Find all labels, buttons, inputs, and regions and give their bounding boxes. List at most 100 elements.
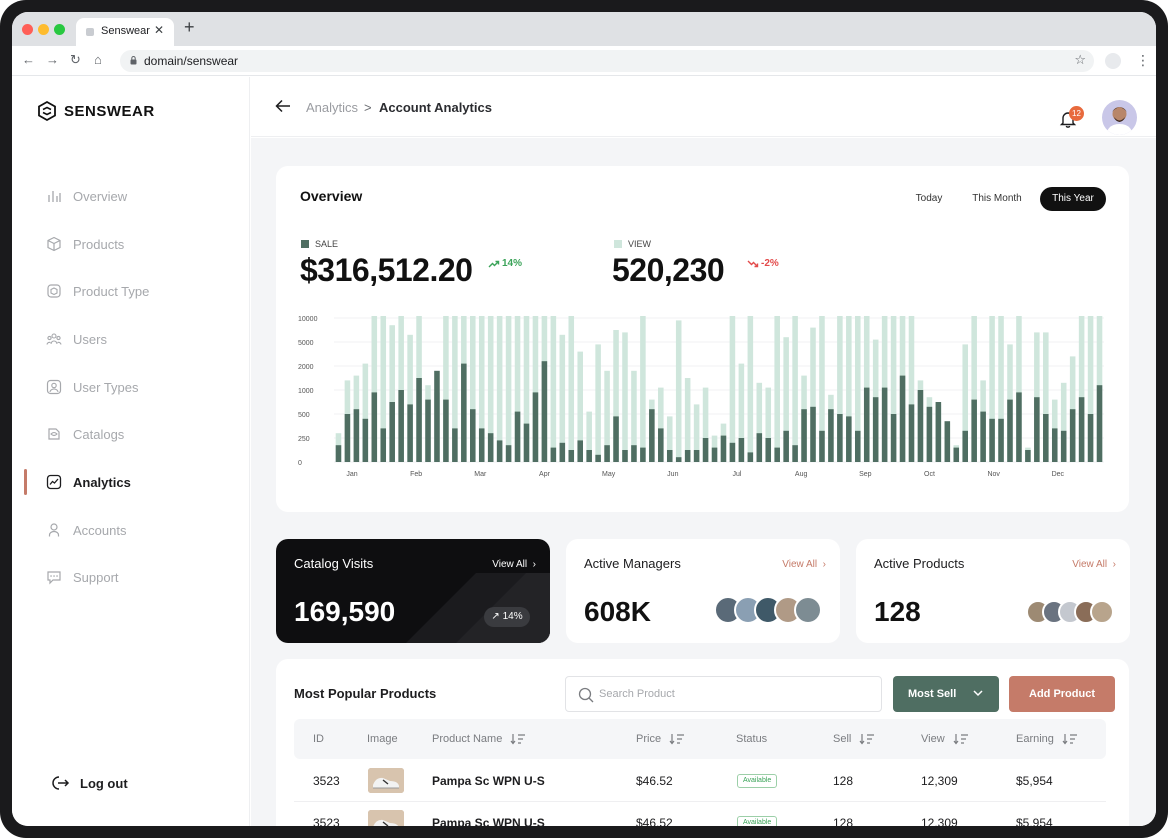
managers-view-all-link[interactable]: View All › bbox=[782, 559, 826, 570]
bar-sale[interactable] bbox=[855, 430, 861, 462]
products-thumb-stack[interactable] bbox=[1026, 600, 1114, 624]
bookmark-star-icon[interactable]: ☆ bbox=[1074, 52, 1086, 67]
bar-sale[interactable] bbox=[702, 438, 709, 462]
bar-view[interactable] bbox=[675, 320, 682, 462]
bar-sale[interactable] bbox=[962, 430, 968, 462]
bar-sale[interactable] bbox=[971, 399, 977, 462]
bar-view[interactable] bbox=[380, 316, 387, 462]
bar-sale[interactable] bbox=[335, 445, 342, 462]
bar-view[interactable] bbox=[837, 316, 843, 462]
bar-sale[interactable] bbox=[353, 409, 360, 462]
bar-view[interactable] bbox=[371, 316, 378, 462]
sidebar-item-analytics[interactable]: Analytics bbox=[46, 470, 131, 494]
bar-sale[interactable] bbox=[846, 416, 852, 462]
breadcrumb-analytics[interactable]: Analytics bbox=[306, 100, 359, 115]
bar-sale[interactable] bbox=[1078, 397, 1085, 462]
bar-view[interactable] bbox=[810, 327, 816, 462]
bar-sale[interactable] bbox=[461, 363, 467, 462]
bar-view[interactable] bbox=[765, 387, 772, 462]
bar-view[interactable] bbox=[989, 316, 995, 462]
bar-sale[interactable] bbox=[926, 406, 933, 462]
sidebar-item-accounts[interactable]: Accounts bbox=[46, 518, 126, 542]
range-today-button[interactable]: Today bbox=[915, 193, 943, 204]
home-icon[interactable]: ⌂ bbox=[94, 52, 102, 67]
col-price[interactable]: Price bbox=[636, 733, 685, 745]
tab-close-icon[interactable]: ✕ bbox=[154, 23, 165, 37]
cell-product-name[interactable]: Pampa Sc WPN U-S bbox=[432, 774, 545, 788]
bar-sale[interactable] bbox=[872, 397, 879, 462]
bar-view[interactable] bbox=[568, 316, 575, 462]
bar-sale[interactable] bbox=[514, 411, 521, 462]
bar-sale[interactable] bbox=[810, 406, 816, 462]
bar-view[interactable] bbox=[756, 382, 763, 462]
bar-sale[interactable] bbox=[1034, 397, 1040, 462]
bar-sale[interactable] bbox=[684, 450, 691, 462]
bar-sale[interactable] bbox=[1016, 392, 1022, 462]
add-product-button[interactable]: Add Product bbox=[1009, 676, 1115, 712]
bar-sale[interactable] bbox=[613, 416, 619, 462]
logout-button[interactable]: Log out bbox=[52, 775, 128, 791]
bar-sale[interactable] bbox=[1043, 414, 1049, 462]
bar-sale[interactable] bbox=[1060, 430, 1067, 462]
bar-sale[interactable] bbox=[604, 445, 610, 462]
bar-sale[interactable] bbox=[577, 440, 583, 462]
bar-sale[interactable] bbox=[729, 442, 736, 462]
bar-view[interactable] bbox=[389, 325, 395, 462]
bar-view[interactable] bbox=[890, 316, 897, 462]
bar-view[interactable] bbox=[532, 316, 539, 462]
bar-sale[interactable] bbox=[765, 438, 772, 462]
bar-sale[interactable] bbox=[478, 428, 485, 462]
bar-view[interactable] bbox=[496, 316, 503, 462]
sort-dropdown[interactable]: Most Sell bbox=[893, 676, 999, 712]
bar-sale[interactable] bbox=[1087, 414, 1094, 462]
col-sell[interactable]: Sell bbox=[833, 733, 875, 745]
table-row[interactable]: 3523 Pampa Sc WPN U-S $46.52 Available 128 12… bbox=[294, 802, 1106, 826]
bar-sale[interactable] bbox=[407, 404, 413, 462]
bar-sale[interactable] bbox=[443, 399, 449, 462]
bar-sale[interactable] bbox=[425, 399, 431, 462]
bar-sale[interactable] bbox=[863, 387, 870, 462]
bar-sale[interactable] bbox=[380, 428, 387, 462]
bar-sale[interactable] bbox=[541, 361, 548, 462]
bar-sale[interactable] bbox=[738, 438, 745, 462]
bar-sale[interactable] bbox=[783, 430, 789, 462]
range-month-button[interactable]: This Month bbox=[972, 193, 1022, 204]
bar-sale[interactable] bbox=[362, 418, 369, 462]
sidebar-item-support[interactable]: Support bbox=[46, 565, 119, 589]
bar-view[interactable] bbox=[1043, 332, 1049, 462]
bar-view[interactable] bbox=[846, 316, 852, 462]
bar-view[interactable] bbox=[559, 334, 566, 462]
bar-view[interactable] bbox=[586, 411, 592, 462]
bar-sale[interactable] bbox=[398, 390, 404, 462]
bar-view[interactable] bbox=[908, 316, 915, 462]
bar-sale[interactable] bbox=[828, 409, 834, 462]
bar-sale[interactable] bbox=[747, 452, 754, 462]
catalog-view-all-link[interactable]: View All › bbox=[492, 559, 536, 570]
col-product-name[interactable]: Product Name bbox=[432, 733, 526, 745]
brand-logo[interactable]: SENSWEAR bbox=[36, 99, 155, 123]
bar-view[interactable] bbox=[819, 316, 825, 462]
bar-sale[interactable] bbox=[568, 450, 575, 462]
bar-view[interactable] bbox=[604, 370, 610, 462]
bar-view[interactable] bbox=[577, 351, 583, 462]
bar-sale[interactable] bbox=[523, 423, 530, 462]
bar-sale[interactable] bbox=[470, 409, 476, 462]
bar-sale[interactable] bbox=[917, 390, 924, 462]
bar-view[interactable] bbox=[443, 316, 449, 462]
bar-sale[interactable] bbox=[595, 454, 601, 462]
forward-icon[interactable]: → bbox=[46, 52, 59, 67]
bar-sale[interactable] bbox=[720, 435, 727, 462]
bar-sale[interactable] bbox=[1007, 399, 1013, 462]
sidebar-item-product-type[interactable]: Product Type bbox=[46, 279, 149, 303]
col-view[interactable]: View bbox=[921, 733, 969, 745]
bar-sale[interactable] bbox=[649, 409, 655, 462]
bar-view[interactable] bbox=[407, 334, 413, 462]
sidebar-item-products[interactable]: Products bbox=[46, 232, 124, 256]
bar-view[interactable] bbox=[998, 316, 1004, 462]
bar-sale[interactable] bbox=[756, 433, 763, 462]
bar-view[interactable] bbox=[1078, 316, 1085, 462]
bar-view[interactable] bbox=[747, 316, 754, 462]
bar-sale[interactable] bbox=[908, 404, 915, 462]
bar-view[interactable] bbox=[1060, 382, 1067, 462]
bar-sale[interactable] bbox=[550, 447, 557, 462]
